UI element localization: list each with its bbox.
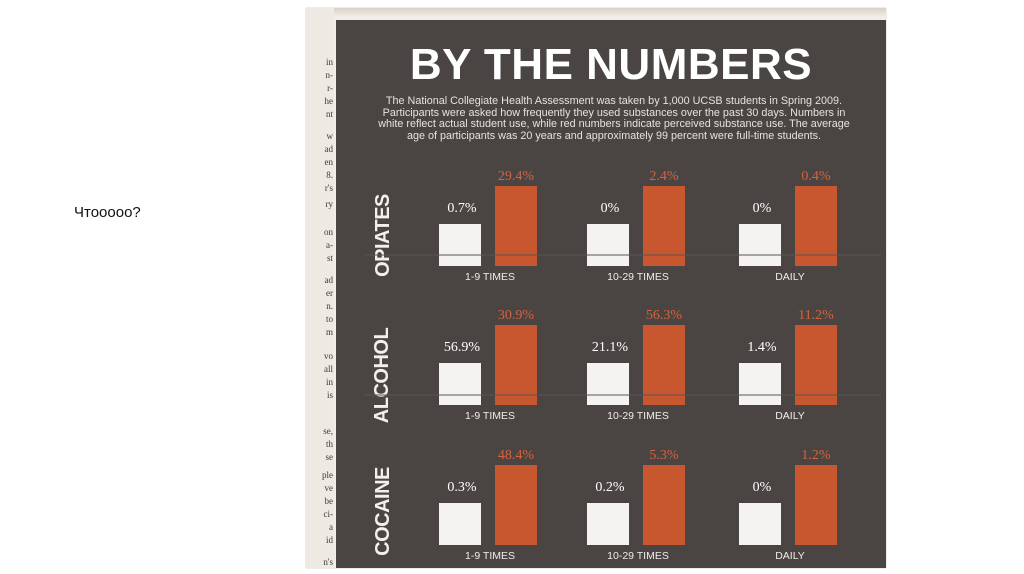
- margin-text-fragment: st: [326, 253, 333, 263]
- bar-actual-alcohol-0: [439, 363, 481, 405]
- label-actual-value: 0%: [601, 201, 620, 216]
- category-label: 1-9 TIMES: [465, 271, 515, 283]
- label-perceived-value: 11.2%: [798, 308, 834, 323]
- margin-text-fragment: n's: [323, 557, 333, 567]
- label-perceived-value: 2.4%: [649, 169, 679, 184]
- label-actual-value: 56.9%: [444, 340, 481, 355]
- bar-perceived-alcohol-1: [643, 325, 685, 405]
- margin-text-fragment: ple: [322, 470, 333, 480]
- label-actual-value: 0.3%: [447, 480, 477, 495]
- label-perceived-value: 5.3%: [649, 448, 679, 463]
- bar-perceived-alcohol-2: [795, 325, 837, 405]
- bar-actual-cocaine-0: [439, 503, 481, 545]
- bar-actual-cocaine-1: [587, 503, 629, 545]
- bar-actual-opiates-0: [439, 224, 481, 266]
- margin-text-fragment: 8.: [326, 170, 333, 180]
- bar-actual-opiates-2: [739, 224, 781, 266]
- margin-text-fragment: r-: [327, 83, 333, 93]
- margin-text-fragment: ve: [324, 483, 334, 493]
- label-perceived-value: 0.4%: [801, 169, 831, 184]
- category-label: 1-9 TIMES: [465, 410, 515, 422]
- label-perceived-value: 29.4%: [498, 169, 535, 184]
- margin-text-fragment: be: [324, 496, 334, 506]
- newspaper-clipping: in n-r-he nt w ad en 8. r's ry on a-st ad er n. to m vo a…: [306, 8, 886, 568]
- category-label: 1-9 TIMES: [465, 550, 515, 562]
- bar-actual-opiates-1: [587, 224, 629, 266]
- label-perceived-value: 30.9%: [498, 308, 535, 323]
- margin-text-fragment: n-: [325, 70, 334, 80]
- label-perceived-value: 48.4%: [498, 448, 535, 463]
- margin-text-fragment: a-: [326, 240, 333, 250]
- margin-text-fragment: w: [326, 131, 334, 141]
- bar-actual-alcohol-2: [739, 363, 781, 405]
- margin-text-fragment: se: [325, 452, 334, 462]
- slide-caption: Чтооооо?: [74, 204, 141, 221]
- margin-text-fragment: id: [325, 535, 333, 545]
- margin-text-fragment: er: [326, 288, 333, 298]
- newspaper-header-strip: [306, 8, 886, 16]
- bar-actual-alcohol-1: [587, 363, 629, 405]
- label-actual-value: 0%: [753, 480, 772, 495]
- margin-text-fragment: vo: [324, 351, 333, 361]
- label-perceived-value: 1.2%: [801, 448, 831, 463]
- category-label: DAILY: [775, 550, 805, 562]
- bar-perceived-opiates-1: [643, 186, 685, 266]
- adjacent-article-margin: in n-r-he nt w ad en 8. r's ry on a-st ad er n. to m vo a…: [306, 8, 334, 568]
- bar-perceived-alcohol-0: [495, 325, 537, 405]
- chart-subtitle: The National Collegiate Health Assessmen…: [378, 95, 850, 142]
- category-label: DAILY: [775, 410, 805, 422]
- margin-text-fragment: m: [325, 327, 333, 337]
- margin-text-fragment: on: [324, 227, 333, 237]
- margin-text-fragment: ci-: [323, 509, 334, 519]
- chart-title: BY THE NUMBERS: [409, 40, 813, 89]
- margin-text-fragment: in: [325, 377, 333, 387]
- margin-text-fragment: nt: [325, 109, 333, 119]
- bar-perceived-cocaine-1: [643, 465, 685, 545]
- category-label: 10-29 TIMES: [607, 410, 669, 422]
- margin-text-fragment: ad: [324, 144, 334, 154]
- margin-text-fragment: a: [329, 522, 333, 532]
- category-label: 10-29 TIMES: [607, 271, 669, 283]
- bar-perceived-cocaine-0: [495, 465, 537, 545]
- bar-actual-cocaine-2: [739, 503, 781, 545]
- margin-text-fragment: th: [325, 439, 333, 449]
- margin-text-fragment: r's: [324, 183, 333, 193]
- margin-text-fragment: all: [324, 364, 333, 374]
- bar-perceived-cocaine-2: [795, 465, 837, 545]
- infographic-panel: BY THE NUMBERS The National Collegiate H…: [336, 20, 886, 568]
- label-perceived-value: 56.3%: [646, 308, 683, 323]
- margin-text-fragment: is: [326, 390, 333, 400]
- label-actual-value: 0.7%: [447, 201, 477, 216]
- margin-text-fragment: n.: [326, 301, 333, 311]
- margin-text-fragment: se,: [323, 426, 333, 436]
- label-actual-value: 21.1%: [592, 340, 629, 355]
- label-actual-value: 0.2%: [595, 480, 625, 495]
- label-actual-value: 0%: [753, 201, 772, 216]
- bar-perceived-opiates-0: [495, 186, 537, 266]
- margin-text-fragment: ad: [324, 275, 334, 285]
- margin-text-fragment: he: [324, 96, 334, 106]
- bar-chart-area: 0.7% 29.4% 1-9 TIMES 0% 2.4% 10-29 TIMES 0% 0.4…: [364, 169, 881, 562]
- category-label: 10-29 TIMES: [607, 550, 669, 562]
- margin-text-fragment: ry: [325, 199, 334, 209]
- bar-perceived-opiates-2: [795, 186, 837, 266]
- category-label: DAILY: [775, 271, 805, 283]
- margin-text-fragment: en: [324, 157, 334, 167]
- label-actual-value: 1.4%: [747, 340, 777, 355]
- margin-text-fragment: in: [325, 57, 333, 67]
- margin-text-fragment: to: [325, 314, 333, 324]
